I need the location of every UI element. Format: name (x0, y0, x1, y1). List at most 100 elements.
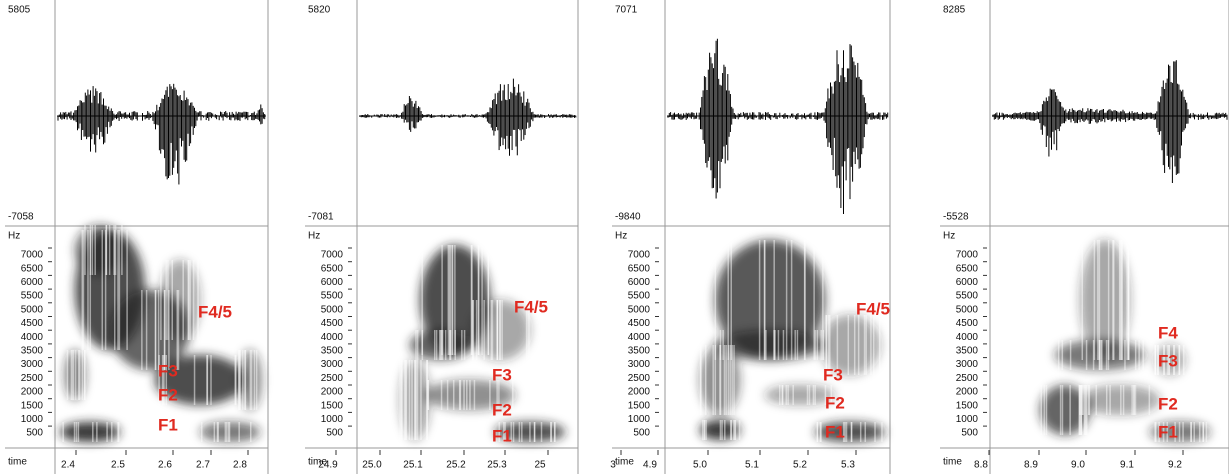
time-label: time (8, 457, 27, 468)
hz-tick-label: 1000 (321, 414, 344, 425)
hz-tick-label: 500 (633, 428, 650, 439)
hz-tick-label: 4500 (628, 318, 651, 329)
time-label: time (615, 457, 634, 468)
hz-tick-label: 2500 (956, 373, 979, 384)
wave-min-label: -7058 (8, 212, 34, 223)
hz-tick-label: 1500 (628, 400, 651, 411)
hz-tick-label: 4500 (21, 318, 44, 329)
hz-tick-label: 2500 (628, 373, 651, 384)
hz-tick-label: 2500 (21, 373, 44, 384)
wave-max-label: 7071 (615, 5, 638, 16)
time-tick-label: 25.1 (403, 460, 423, 471)
hz-tick-label: 7000 (956, 250, 979, 261)
wave-max-label: 5805 (8, 5, 31, 16)
time-tick-label: 25.3 (487, 460, 507, 471)
time-tick-label: 8.8 (974, 460, 988, 471)
hz-tick-label: 5000 (21, 304, 44, 315)
hz-tick-label: 3000 (21, 359, 44, 370)
hz-label: Hz (615, 231, 627, 242)
formant-label: F1 (492, 426, 512, 445)
hz-tick-label: 1000 (628, 414, 651, 425)
time-tick-label: 5.2 (793, 460, 807, 471)
formant-label: F4/5 (856, 299, 890, 318)
time-tick-label: 25 (534, 460, 546, 471)
hz-tick-label: 3500 (628, 346, 651, 357)
hz-tick-label: 1000 (21, 414, 44, 425)
time-tick-label: 25.2 (446, 460, 466, 471)
hz-tick-label: 1500 (21, 400, 44, 411)
hz-tick-label: 6000 (21, 277, 44, 288)
formant-label: F3 (492, 365, 512, 384)
hz-tick-label: 4000 (21, 332, 44, 343)
hz-tick-label: 3000 (628, 359, 651, 370)
formant-label: F4/5 (198, 302, 232, 321)
hz-tick-label: 6500 (321, 263, 344, 274)
formant-label: F3 (823, 365, 843, 384)
hz-tick-label: 7000 (321, 250, 344, 261)
hz-tick-label: 3500 (21, 346, 44, 357)
hz-tick-label: 2000 (628, 387, 651, 398)
hz-tick-label: 6500 (21, 263, 44, 274)
hz-tick-label: 7000 (21, 250, 44, 261)
formant-label: F2 (492, 400, 512, 419)
hz-tick-label: 5000 (321, 304, 344, 315)
wave-max-label: 8285 (943, 5, 966, 16)
time-tick-label: 2.4 (61, 460, 75, 471)
formant-label: F2 (158, 385, 178, 404)
time-tick-label: 9.1 (1120, 460, 1134, 471)
hz-tick-label: 6000 (628, 277, 651, 288)
hz-tick-label: 6000 (321, 277, 344, 288)
hz-tick-label: 4500 (956, 318, 979, 329)
time-tick-label: 2.8 (233, 460, 247, 471)
hz-tick-label: 5500 (21, 291, 44, 302)
hz-label: Hz (943, 231, 955, 242)
time-tick-label: 4.9 (643, 460, 657, 471)
hz-tick-label: 500 (961, 428, 978, 439)
hz-tick-label: 2000 (956, 387, 979, 398)
hz-tick-label: 5000 (956, 304, 979, 315)
time-tick-label: 9.2 (1168, 460, 1182, 471)
hz-tick-label: 4000 (628, 332, 651, 343)
hz-tick-label: 6000 (956, 277, 979, 288)
time-tick-label: 9.0 (1071, 460, 1085, 471)
hz-tick-label: 7000 (628, 250, 651, 261)
hz-label: Hz (8, 231, 20, 242)
hz-tick-label: 4000 (321, 332, 344, 343)
formant-label: F3 (158, 361, 178, 380)
hz-tick-label: 6500 (956, 263, 979, 274)
hz-tick-label: 1500 (321, 400, 344, 411)
time-label: time (943, 457, 962, 468)
time-tick-label: 8.9 (1024, 460, 1038, 471)
hz-tick-label: 3000 (956, 359, 979, 370)
time-tick-label: 5.1 (745, 460, 759, 471)
hz-tick-label: 1000 (956, 414, 979, 425)
formant-label: F4/5 (514, 297, 548, 316)
wave-min-label: -5528 (943, 212, 969, 223)
formant-label: F3 (1158, 351, 1178, 370)
time-tick-label: 2.7 (196, 460, 210, 471)
hz-tick-label: 500 (326, 428, 343, 439)
hz-tick-label: 3000 (321, 359, 344, 370)
formant-label: F2 (825, 393, 845, 412)
hz-tick-label: 3500 (321, 346, 344, 357)
formant-label: F1 (1158, 422, 1178, 441)
energy (1080, 240, 1130, 360)
hz-tick-label: 2000 (321, 387, 344, 398)
time-tick-label: 24.9 (318, 460, 338, 471)
hz-tick-label: 1500 (956, 400, 979, 411)
time-tick-label: 5.3 (841, 460, 855, 471)
time-tick-label: 5.0 (693, 460, 707, 471)
hz-tick-label: 500 (26, 428, 43, 439)
wave-min-label: -9840 (615, 212, 641, 223)
wave-min-label: -7081 (308, 212, 334, 223)
hz-tick-label: 5000 (628, 304, 651, 315)
time-tick-label: 3 (610, 460, 616, 471)
hz-tick-label: 6500 (628, 263, 651, 274)
hz-tick-label: 4500 (321, 318, 344, 329)
hz-tick-label: 5500 (628, 291, 651, 302)
time-tick-label: 2.5 (111, 460, 125, 471)
